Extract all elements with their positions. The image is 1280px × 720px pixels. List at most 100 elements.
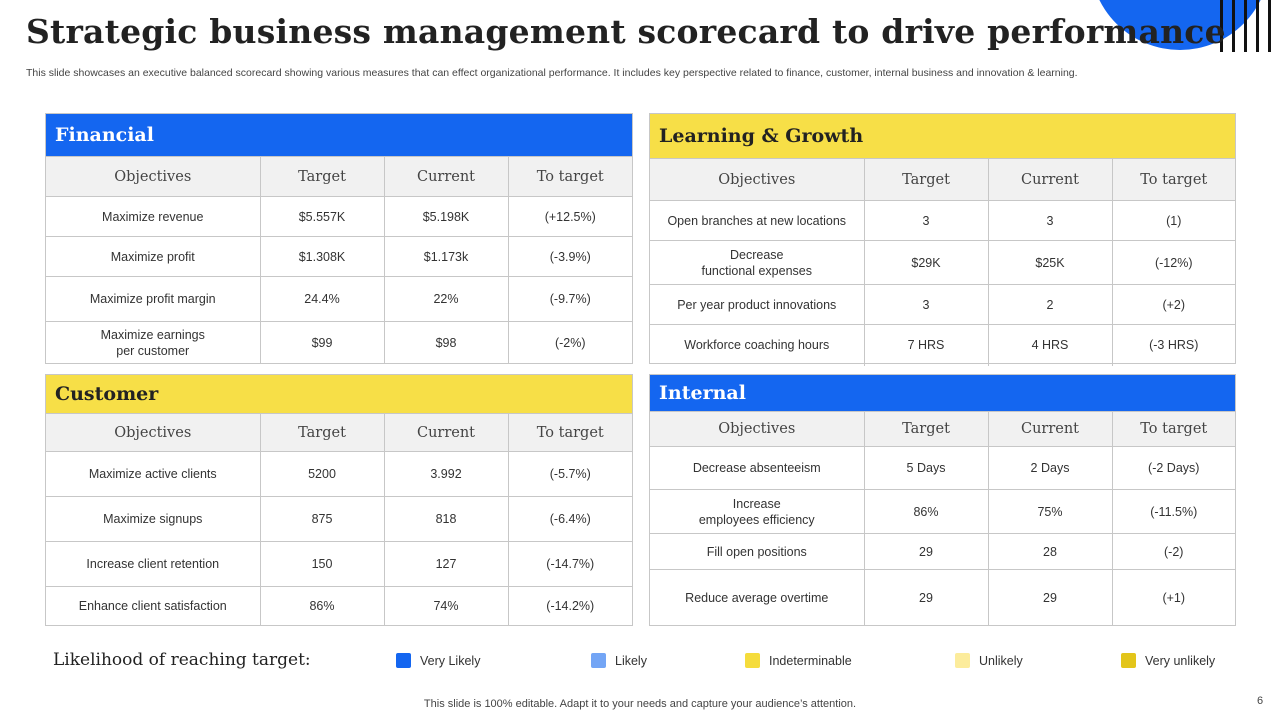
legend-swatch [1121, 653, 1136, 668]
column-header: Current [987, 158, 1113, 201]
value-cell: $99 [259, 321, 385, 364]
objective-cell: Decrease functional expenses [650, 240, 865, 285]
value-cell: (+1) [1111, 569, 1235, 626]
value-cell: (-5.7%) [507, 451, 632, 497]
objective-cell: Open branches at new locations [650, 200, 865, 241]
column-header: To target [1111, 158, 1235, 201]
legend-item-indeterminable: Indeterminable [745, 653, 852, 668]
objective-cell: Reduce average overtime [650, 569, 865, 626]
value-cell: 29 [863, 569, 989, 626]
value-cell: 875 [259, 496, 385, 542]
objective-cell: Per year product innovations [650, 284, 865, 325]
customer-table: Objectives Target Current To target Maximiz… [46, 413, 632, 626]
legend-label: Very unlikely [1145, 653, 1216, 668]
value-cell: 3.992 [383, 451, 509, 497]
value-cell: $25K [987, 240, 1113, 285]
column-header: Objectives [46, 156, 261, 197]
column-header: To target [507, 156, 632, 197]
slide-title: Strategic business management scorecard … [26, 12, 1226, 51]
value-cell: 86% [863, 489, 989, 534]
internal-panel: Internal Objectives Target Current To targe… [649, 374, 1236, 626]
financial-panel: Financial Objectives Target Current To targ… [45, 113, 633, 364]
table-row: Maximize revenue $5.557K $5.198K (+12.5%) [46, 196, 632, 237]
learning-growth-header: Learning & Growth [650, 114, 1235, 158]
table-row: Maximize profit margin 24.4% 22% (-9.7%) [46, 276, 632, 322]
objective-cell: Decrease absenteeism [650, 446, 865, 490]
value-cell: (-9.7%) [507, 276, 632, 322]
legend-swatch [591, 653, 606, 668]
value-cell: (-3.9%) [507, 236, 632, 277]
internal-title: Internal [659, 382, 746, 404]
objective-cell: Maximize earnings per customer [46, 321, 261, 364]
column-header: Target [259, 156, 385, 197]
value-cell: 24.4% [259, 276, 385, 322]
value-cell: 7 HRS [863, 324, 989, 366]
customer-header: Customer [46, 375, 632, 413]
column-header: Target [863, 158, 989, 201]
value-cell: $5.198K [383, 196, 509, 237]
learning-growth-table: Objectives Target Current To target Open br… [650, 158, 1235, 366]
value-cell: (1) [1111, 200, 1235, 241]
legend-item-very-unlikely: Very unlikely [1121, 653, 1215, 668]
internal-header: Internal [650, 375, 1235, 411]
value-cell: $98 [383, 321, 509, 364]
value-cell: 4 HRS [987, 324, 1113, 366]
table-row: Maximize earnings per customer $99 $98 (-2%… [46, 321, 632, 364]
table-row: Increase employees efficiency 86% 75% (-11.… [650, 489, 1235, 534]
page-number: 6 [1257, 695, 1264, 707]
value-cell: (-14.7%) [507, 541, 632, 587]
value-cell: 3 [863, 284, 989, 325]
column-header: Objectives [650, 411, 865, 447]
legend-item-unlikely: Unlikely [955, 653, 1023, 668]
value-cell: (+12.5%) [507, 196, 632, 237]
column-header: Current [987, 411, 1113, 447]
value-cell: 5 Days [863, 446, 989, 490]
column-header: To target [1111, 411, 1235, 447]
table-row: Increase client retention 150 127 (-14.7%) [46, 541, 632, 587]
value-cell: (-2 Days) [1111, 446, 1235, 490]
financial-header: Financial [46, 114, 632, 156]
objective-cell: Enhance client satisfaction [46, 586, 261, 626]
table-row: Maximize active clients 5200 3.992 (-5.7%) [46, 451, 632, 497]
legend-label: Likely [615, 653, 647, 668]
value-cell: 2 [987, 284, 1113, 325]
objective-cell: Fill open positions [650, 533, 865, 570]
value-cell: $29K [863, 240, 989, 285]
value-cell: 22% [383, 276, 509, 322]
financial-table: Objectives Target Current To target Maximiz… [46, 156, 632, 364]
column-header: Objectives [46, 413, 261, 452]
footer-note: This slide is 100% editable. Adapt it to… [423, 698, 857, 710]
value-cell: (+2) [1111, 284, 1235, 325]
legend-title: Likelihood of reaching target: [53, 650, 311, 670]
decorative-stripes [1220, 0, 1280, 52]
learning-growth-panel: Learning & Growth Objectives Target Curren… [649, 113, 1236, 366]
customer-title: Customer [55, 383, 159, 405]
value-cell: (-2%) [507, 321, 632, 364]
column-header: To target [507, 413, 632, 452]
column-header: Objectives [650, 158, 865, 201]
table-row: Enhance client satisfaction 86% 74% (-14.2%… [46, 586, 632, 626]
value-cell: 86% [259, 586, 385, 626]
value-cell: $1.173k [383, 236, 509, 277]
value-cell: 29 [863, 533, 989, 570]
table-row: Per year product innovations 3 2 (+2) [650, 284, 1235, 325]
legend-label: Unlikely [979, 653, 1023, 668]
table-row: Decrease absenteeism 5 Days 2 Days (-2 Days… [650, 446, 1235, 490]
table-row: Maximize profit $1.308K $1.173k (-3.9%) [46, 236, 632, 277]
table-row: Decrease functional expenses $29K $25K (-12… [650, 240, 1235, 285]
value-cell: (-2) [1111, 533, 1235, 570]
slide-subtitle: This slide showcases an executive balanc… [26, 67, 1078, 79]
value-cell: 75% [987, 489, 1113, 534]
objective-cell: Increase client retention [46, 541, 261, 587]
column-header: Current [383, 413, 509, 452]
value-cell: (-14.2%) [507, 586, 632, 626]
legend-label: Very Likely [420, 653, 481, 668]
value-cell: 3 [863, 200, 989, 241]
internal-table: Objectives Target Current To target Decreas… [650, 411, 1235, 626]
objective-cell: Increase employees efficiency [650, 489, 865, 534]
objective-cell: Maximize signups [46, 496, 261, 542]
value-cell: 127 [383, 541, 509, 587]
legend-swatch [396, 653, 411, 668]
objective-cell: Maximize profit margin [46, 276, 261, 322]
objective-cell: Maximize revenue [46, 196, 261, 237]
